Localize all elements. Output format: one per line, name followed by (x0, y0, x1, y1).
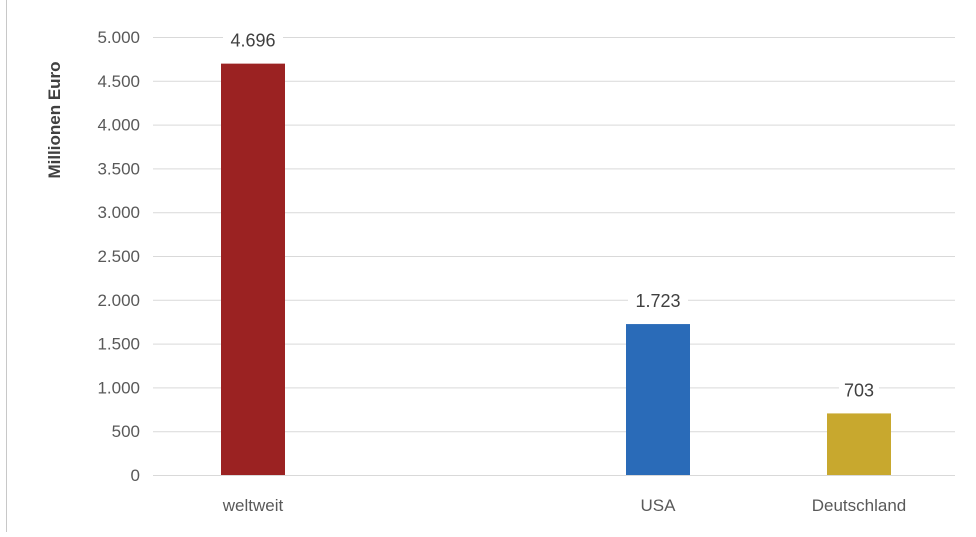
y-tick-label: 3.000 (97, 203, 140, 222)
x-tick-label: Deutschland (812, 496, 907, 515)
bar (626, 324, 690, 475)
left-border-line (6, 0, 7, 532)
y-tick-label: 2.000 (97, 291, 140, 310)
bars (221, 63, 891, 475)
gridlines (153, 37, 955, 476)
data-label: 4.696 (230, 31, 275, 51)
y-tick-label: 500 (112, 422, 140, 441)
x-axis-ticks: weltweit USA Deutschland (222, 496, 906, 515)
data-label-background (223, 27, 283, 52)
y-axis-ticks: 0 500 1.000 1.500 2.000 2.500 3.000 3.500 4.000 4… (97, 28, 140, 485)
data-labels: 4.696 1.723 703 (223, 27, 879, 402)
y-tick-label: 5.000 (97, 28, 140, 47)
y-tick-label: 4.500 (97, 72, 140, 91)
y-axis-title: Millionen Euro (45, 61, 64, 178)
y-tick-label: 3.500 (97, 159, 140, 178)
data-label: 703 (844, 380, 874, 400)
y-tick-label: 0 (131, 466, 140, 485)
y-tick-label: 4.000 (97, 116, 140, 135)
data-label-background (839, 377, 879, 402)
y-tick-label: 2.500 (97, 247, 140, 266)
y-tick-label: 1.000 (97, 378, 140, 397)
bar (827, 413, 891, 475)
bar (221, 63, 285, 475)
x-tick-label: USA (641, 496, 677, 515)
x-tick-label: weltweit (222, 496, 284, 515)
data-label: 1.723 (635, 291, 680, 311)
data-label-background (628, 288, 688, 313)
y-tick-label: 1.500 (97, 335, 140, 354)
